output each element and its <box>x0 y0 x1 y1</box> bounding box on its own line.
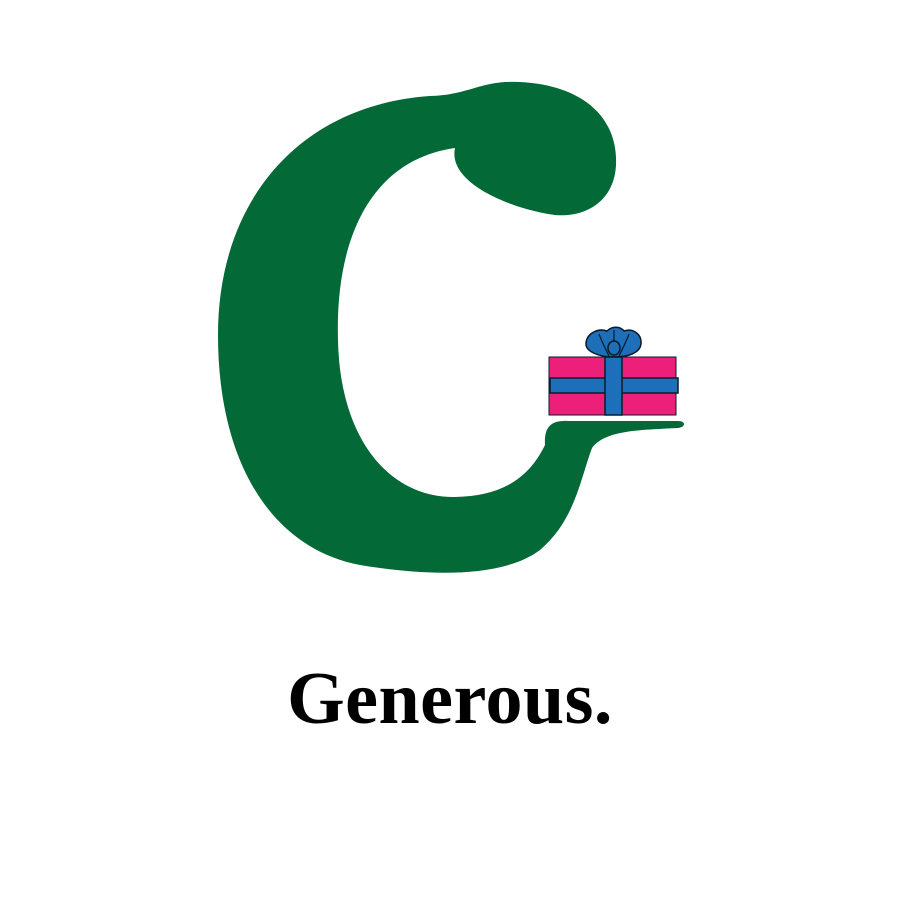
caption-text: Generous. <box>287 658 613 740</box>
letter-g-icon <box>218 81 684 573</box>
gift-box-icon <box>548 326 679 416</box>
